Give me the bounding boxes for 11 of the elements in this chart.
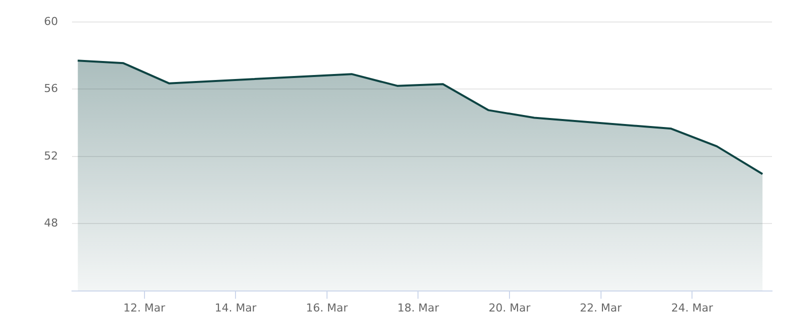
x-tick-label: 22. Mar — [580, 301, 622, 314]
x-tick-label: 14. Mar — [214, 301, 257, 314]
x-tick-label: 18. Mar — [397, 301, 440, 314]
x-tick-label: 24. Mar — [671, 301, 714, 314]
x-tick-label: 16. Mar — [306, 301, 348, 314]
y-tick-label: 56 — [44, 82, 58, 96]
y-tick-label: 48 — [44, 216, 58, 230]
x-tick-label: 20. Mar — [488, 301, 531, 314]
y-tick-label: 52 — [44, 149, 58, 162]
x-tick-label: 12. Mar — [123, 301, 166, 314]
y-tick-label: 60 — [44, 14, 58, 28]
